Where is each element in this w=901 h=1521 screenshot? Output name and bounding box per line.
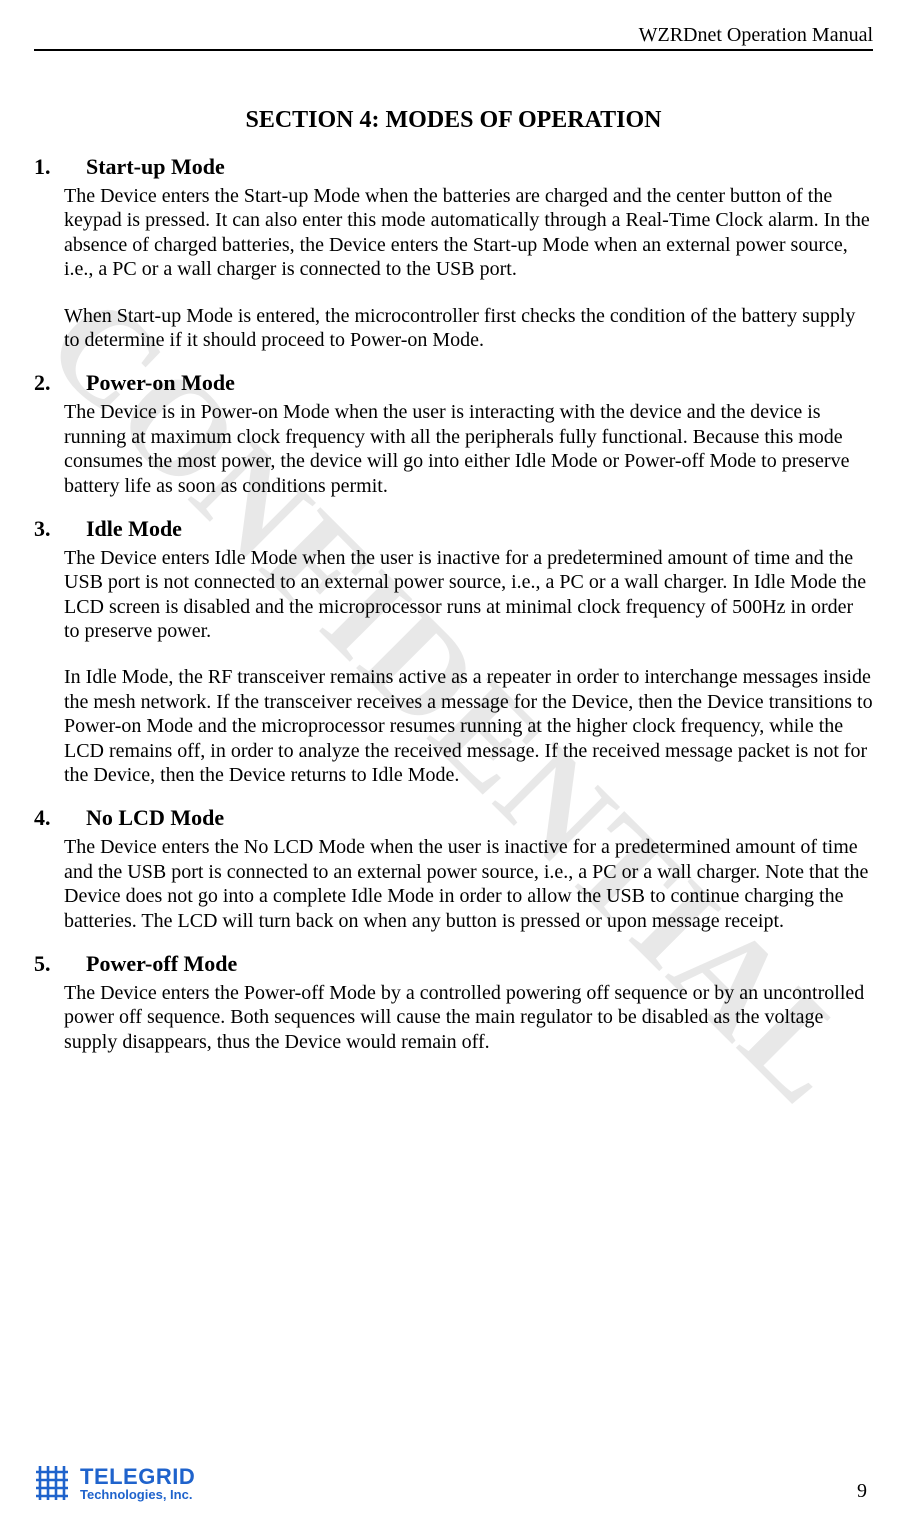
item-body: The Device enters Idle Mode when the use… (64, 546, 873, 788)
logo-subtitle: Technologies, Inc. (80, 1488, 195, 1501)
item-body: The Device enters the No LCD Mode when t… (64, 835, 873, 933)
content-body: 1. Start-up Mode The Device enters the S… (34, 154, 873, 1054)
item-heading: 4. No LCD Mode (34, 805, 873, 831)
item-heading: 2. Power-on Mode (34, 370, 873, 396)
item-number: 3. (34, 516, 86, 542)
section-title: SECTION 4: MODES OF OPERATION (34, 107, 873, 134)
item-title: Start-up Mode (86, 154, 873, 180)
item-title: Power-on Mode (86, 370, 873, 396)
footer: TELEGRID Technologies, Inc. 9 (34, 1463, 867, 1503)
item-number: 5. (34, 951, 86, 977)
paragraph: The Device enters the Power-off Mode by … (64, 981, 873, 1054)
item-heading: 1. Start-up Mode (34, 154, 873, 180)
item-heading: 5. Power-off Mode (34, 951, 873, 977)
paragraph: The Device enters the No LCD Mode when t… (64, 835, 873, 933)
paragraph: The Device enters Idle Mode when the use… (64, 546, 873, 644)
company-logo: TELEGRID Technologies, Inc. (34, 1463, 195, 1503)
paragraph: When Start-up Mode is entered, the micro… (64, 304, 873, 353)
item-body: The Device is in Power-on Mode when the … (64, 400, 873, 498)
item-number: 1. (34, 154, 86, 180)
item-title: Power-off Mode (86, 951, 873, 977)
item-number: 2. (34, 370, 86, 396)
paragraph: In Idle Mode, the RF transceiver remains… (64, 665, 873, 787)
item-heading: 3. Idle Mode (34, 516, 873, 542)
list-item: 2. Power-on Mode The Device is in Power-… (34, 370, 873, 498)
item-body: The Device enters the Start-up Mode when… (64, 184, 873, 352)
item-title: No LCD Mode (86, 805, 873, 831)
list-item: 4. No LCD Mode The Device enters the No … (34, 805, 873, 933)
item-body: The Device enters the Power-off Mode by … (64, 981, 873, 1054)
header-title: WZRDnet Operation Manual (34, 24, 873, 51)
list-item: 5. Power-off Mode The Device enters the … (34, 951, 873, 1054)
paragraph: The Device enters the Start-up Mode when… (64, 184, 873, 282)
item-number: 4. (34, 805, 86, 831)
logo-name: TELEGRID (80, 1466, 195, 1488)
item-title: Idle Mode (86, 516, 873, 542)
logo-icon (34, 1463, 74, 1503)
list-item: 1. Start-up Mode The Device enters the S… (34, 154, 873, 352)
paragraph: The Device is in Power-on Mode when the … (64, 400, 873, 498)
logo-text: TELEGRID Technologies, Inc. (80, 1466, 195, 1501)
page: CONFIDENTIAL WZRDnet Operation Manual SE… (0, 0, 901, 1521)
page-number: 9 (857, 1480, 867, 1503)
list-item: 3. Idle Mode The Device enters Idle Mode… (34, 516, 873, 788)
